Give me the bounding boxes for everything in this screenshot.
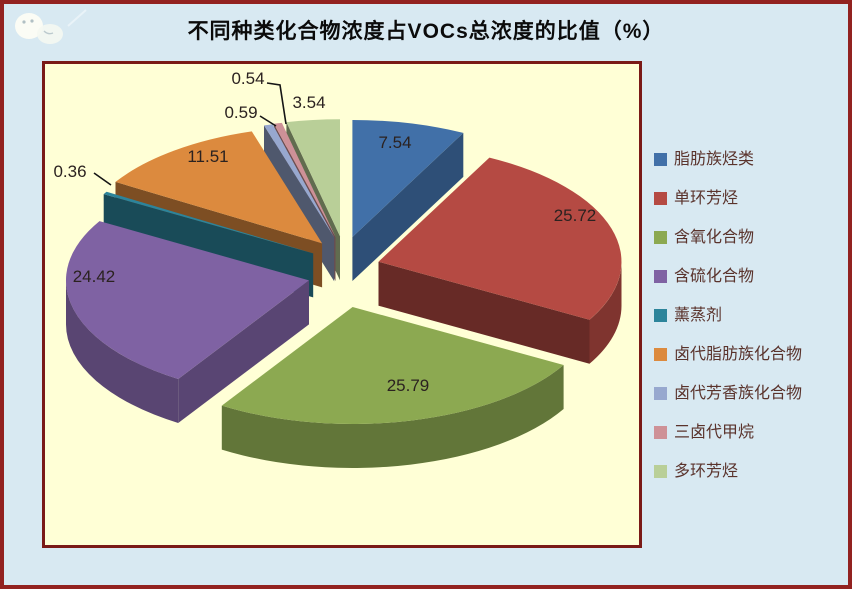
legend-swatch xyxy=(654,192,667,205)
legend-label: 卤代脂肪族化合物 xyxy=(674,346,803,363)
legend-item-7: 三卤代甲烷 xyxy=(654,424,802,441)
legend-item-6: 卤代芳香族化合物 xyxy=(654,385,802,402)
chart-title: 不同种类化合物浓度占VOCs总浓度的比值（%） xyxy=(187,20,665,43)
legend-label: 单环芳烃 xyxy=(674,190,739,207)
legend-label: 卤代芳香族化合物 xyxy=(674,385,803,402)
legend-swatch xyxy=(654,153,667,166)
legend-label: 含氧化合物 xyxy=(674,229,755,246)
plot-area xyxy=(42,61,642,548)
legend-swatch xyxy=(654,465,667,478)
legend-item-8: 多环芳烃 xyxy=(654,463,802,480)
legend-item-1: 单环芳烃 xyxy=(654,190,802,207)
legend-item-2: 含氧化合物 xyxy=(654,229,802,246)
legend-label: 脂肪族烃类 xyxy=(674,151,755,168)
legend-label: 多环芳烃 xyxy=(674,463,739,480)
legend-item-0: 脂肪族烃类 xyxy=(654,151,802,168)
legend-swatch xyxy=(654,231,667,244)
legend-label: 三卤代甲烷 xyxy=(674,424,755,441)
legend-swatch xyxy=(654,348,667,361)
legend-swatch xyxy=(654,387,667,400)
legend: 脂肪族烃类 单环芳烃 含氧化合物 含硫化合物 薰蒸剂 卤代脂肪族化合物 卤代芳香… xyxy=(654,151,802,502)
legend-swatch xyxy=(654,270,667,283)
legend-label: 含硫化合物 xyxy=(674,268,755,285)
legend-item-3: 含硫化合物 xyxy=(654,268,802,285)
legend-item-5: 卤代脂肪族化合物 xyxy=(654,346,802,363)
legend-swatch xyxy=(654,309,667,322)
legend-label: 薰蒸剂 xyxy=(674,307,723,324)
legend-item-4: 薰蒸剂 xyxy=(654,307,802,324)
legend-swatch xyxy=(654,426,667,439)
